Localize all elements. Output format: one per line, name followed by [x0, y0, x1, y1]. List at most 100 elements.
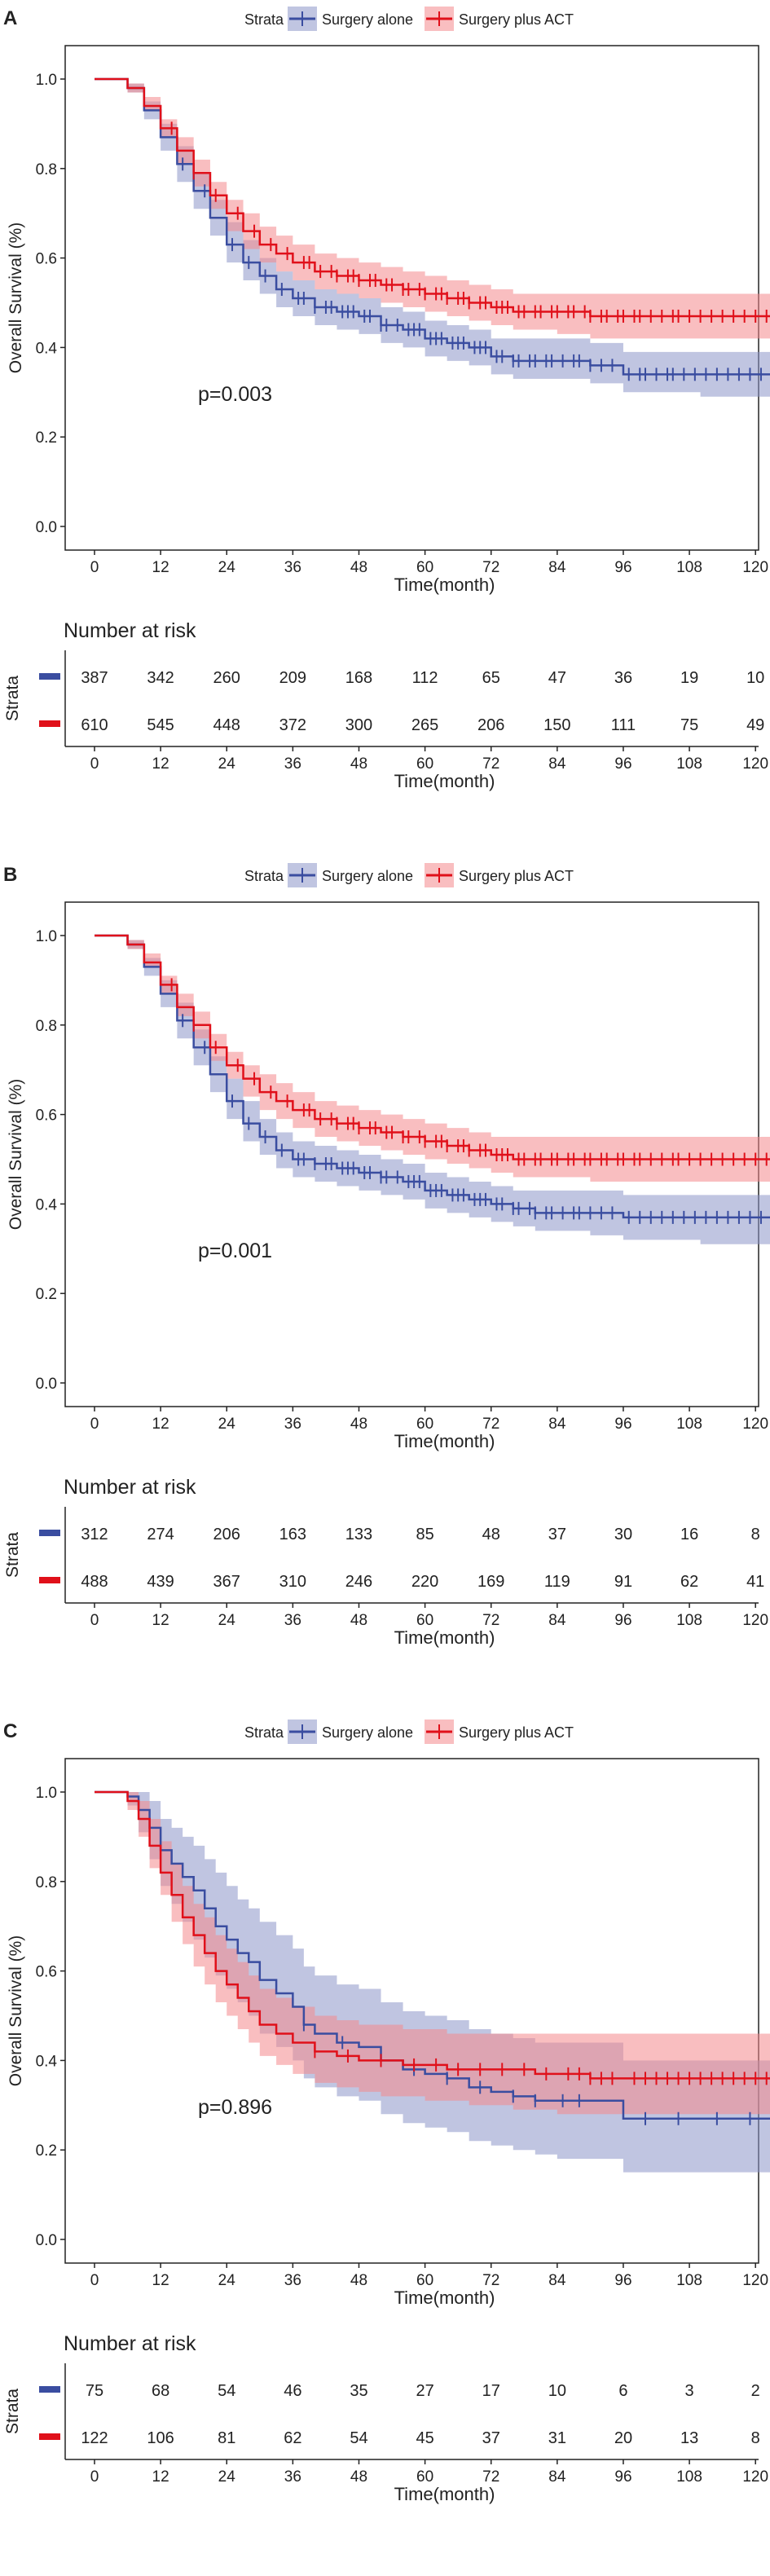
risk-count: 54 — [218, 2382, 235, 2400]
y-tick-label: 0.8 — [36, 161, 57, 178]
x-tick-label: 48 — [350, 1416, 367, 1433]
x-tick-label: 108 — [676, 2272, 702, 2289]
risk-count: 439 — [147, 1573, 174, 1591]
panel-label: C — [3, 1720, 17, 1742]
x-tick-label: 36 — [284, 559, 301, 576]
y-tick-label: 0.6 — [36, 1964, 57, 1981]
risk-x-tick-label: 108 — [676, 1612, 702, 1629]
risk-x-tick-label: 72 — [482, 2468, 499, 2486]
risk-x-tick-label: 0 — [90, 2468, 99, 2486]
risk-row-swatch — [39, 2433, 60, 2440]
legend-label: Surgery alone — [322, 11, 413, 28]
risk-count: 10 — [746, 669, 764, 687]
risk-x-tick-label: 96 — [614, 755, 631, 773]
risk-count: 387 — [81, 669, 108, 687]
p-value: p=0.003 — [198, 383, 272, 406]
x-tick-label: 36 — [284, 2272, 301, 2289]
risk-count: 300 — [345, 716, 372, 734]
risk-count: 65 — [482, 669, 500, 687]
x-tick-label: 84 — [548, 559, 566, 576]
x-tick-label: 36 — [284, 1416, 301, 1433]
risk-count: 488 — [81, 1573, 108, 1591]
risk-count: 10 — [548, 2382, 566, 2400]
y-tick-label: 0.6 — [36, 1107, 57, 1125]
legend-label: Surgery plus ACT — [459, 868, 574, 884]
risk-count: 19 — [680, 669, 698, 687]
risk-count: 111 — [611, 716, 636, 734]
ci-band-surgery-alone — [95, 936, 770, 1244]
y-tick-label: 0.2 — [36, 1286, 57, 1303]
risk-x-tick-label: 48 — [350, 2468, 367, 2486]
risk-table-title: Number at risk — [64, 619, 196, 642]
legend-key-surgery-alone: Surgery alone — [288, 7, 413, 31]
risk-x-tick-label: 36 — [284, 2468, 301, 2486]
y-tick-label: 0.4 — [36, 1196, 58, 1213]
risk-x-axis-label: Time(month) — [394, 1627, 495, 1648]
y-tick-label: 0.2 — [36, 2142, 57, 2160]
risk-count: 8 — [751, 2429, 760, 2447]
risk-row-swatch — [39, 673, 60, 680]
y-tick-label: 0.0 — [36, 519, 57, 536]
legend-label: Surgery alone — [322, 1724, 413, 1741]
censor-marks-surgery-alone — [182, 157, 762, 381]
risk-x-tick-label: 120 — [742, 755, 768, 773]
risk-row-swatch — [39, 1530, 60, 1536]
y-tick-label: 1.0 — [36, 928, 57, 945]
risk-count: 448 — [213, 716, 240, 734]
legend-label: Surgery plus ACT — [459, 1724, 574, 1741]
risk-count: 91 — [614, 1573, 632, 1591]
risk-count: 119 — [544, 1573, 570, 1591]
ci-band-surgery-plus-act — [95, 1792, 770, 2115]
risk-count: 45 — [416, 2429, 433, 2447]
risk-count: 27 — [416, 2382, 433, 2400]
x-tick-label: 60 — [416, 559, 433, 576]
x-tick-label: 60 — [416, 1416, 433, 1433]
risk-count: 36 — [614, 669, 632, 687]
x-tick-label: 120 — [742, 1416, 768, 1433]
x-axis-label: Time(month) — [394, 2288, 495, 2308]
risk-count: 274 — [147, 1526, 174, 1543]
y-axis-label: Overall Survival (%) — [7, 1079, 25, 1231]
risk-x-tick-label: 0 — [90, 1612, 99, 1629]
risk-count: 62 — [680, 1573, 698, 1591]
x-tick-label: 96 — [614, 559, 631, 576]
x-tick-label: 0 — [90, 2272, 99, 2289]
x-tick-label: 48 — [350, 2272, 367, 2289]
x-tick-label: 60 — [416, 2272, 433, 2289]
risk-count: 260 — [213, 669, 240, 687]
x-tick-label: 12 — [152, 559, 169, 576]
risk-count: 367 — [213, 1573, 240, 1591]
y-tick-label: 0.8 — [36, 1018, 57, 1035]
risk-x-tick-label: 96 — [614, 1612, 631, 1629]
risk-count: 75 — [86, 2382, 103, 2400]
risk-count: 150 — [543, 716, 570, 734]
km-curve-surgery-alone — [95, 77, 770, 376]
risk-count: 6 — [618, 2382, 627, 2400]
km-curve-surgery-plus-act — [95, 934, 770, 1160]
y-axis-label: Overall Survival (%) — [7, 222, 25, 374]
risk-count: 610 — [81, 716, 108, 734]
x-tick-label: 24 — [218, 1416, 236, 1433]
x-tick-label: 12 — [152, 2272, 169, 2289]
y-tick-label: 0.4 — [36, 340, 58, 357]
risk-row-swatch — [39, 1577, 60, 1583]
risk-count: 31 — [548, 2429, 566, 2447]
risk-x-tick-label: 36 — [284, 1612, 301, 1629]
risk-count: 68 — [152, 2382, 169, 2400]
risk-count: 2 — [751, 2382, 760, 2400]
risk-table: Number at risk Strata 387 342 260 209 168 112 65… — [3, 619, 768, 791]
risk-x-tick-label: 96 — [614, 2468, 631, 2486]
panel-c: C Strata Surgery alone Surgery plus ACT 0.0 0… — [3, 1720, 770, 2504]
y-tick-label: 0.6 — [36, 251, 57, 268]
km-curve-surgery-alone — [95, 1790, 770, 2120]
y-tick-label: 0.2 — [36, 429, 57, 447]
x-tick-label: 12 — [152, 1416, 169, 1433]
risk-x-tick-label: 84 — [548, 755, 566, 773]
censor-marks-surgery-alone — [182, 1014, 762, 1224]
risk-count: 342 — [147, 669, 174, 687]
risk-x-tick-label: 60 — [416, 2468, 433, 2486]
x-tick-label: 96 — [614, 2272, 631, 2289]
x-tick-label: 120 — [742, 2272, 768, 2289]
